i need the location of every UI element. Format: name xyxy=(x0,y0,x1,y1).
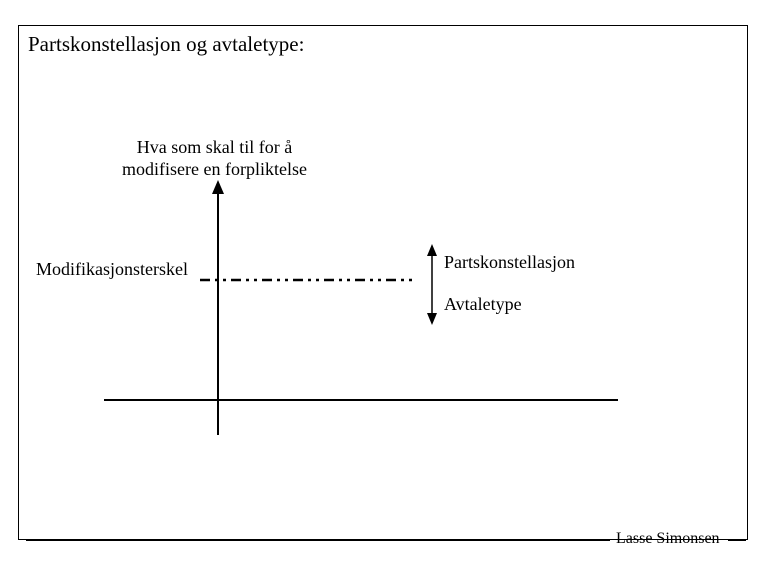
author-name: Lasse Simonsen xyxy=(616,530,720,548)
double-arrow-head-bottom xyxy=(427,313,437,325)
double-arrow-head-top xyxy=(427,244,437,256)
vertical-axis-arrowhead xyxy=(212,180,224,194)
author-rule-right xyxy=(728,540,746,541)
diagram-svg xyxy=(0,0,765,570)
author-rule-left xyxy=(26,540,610,541)
